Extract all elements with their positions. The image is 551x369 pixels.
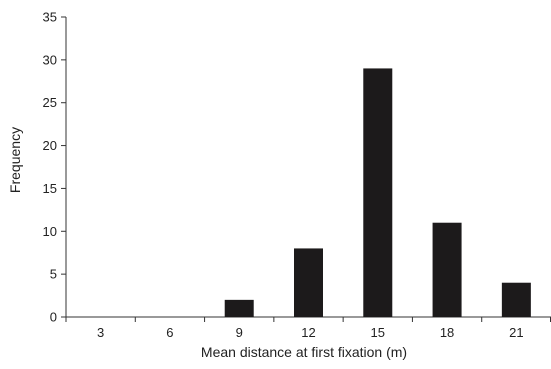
x-tick-label: 12: [301, 325, 315, 340]
x-tick-label: 9: [236, 325, 243, 340]
bar-9: [224, 299, 254, 317]
y-tick-label: 20: [43, 138, 57, 153]
y-axis-title: Frequency: [7, 127, 23, 193]
bars: [224, 68, 531, 317]
x-tick-label: 6: [166, 325, 173, 340]
y-axis: 0 5 10 15 20 25 30 35: [43, 10, 67, 325]
y-tick-label: 15: [43, 181, 57, 196]
bar-18: [432, 222, 462, 317]
x-axis-title: Mean distance at first fixation (m): [201, 344, 407, 360]
bar-12: [294, 248, 323, 317]
x-tick-label: 18: [440, 325, 454, 340]
y-tick-label: 30: [43, 52, 57, 67]
y-tick-label: 0: [50, 310, 57, 325]
x-axis: 3 6 9 12 15 18 21: [65, 316, 551, 340]
y-tick-label: 35: [43, 10, 57, 25]
y-tick-label: 10: [43, 224, 57, 239]
bar-21: [501, 282, 531, 317]
x-tick-label: 3: [97, 325, 104, 340]
x-tick-label: 21: [509, 325, 523, 340]
x-tick-label: 15: [371, 325, 385, 340]
y-tick-label: 25: [43, 95, 57, 110]
y-tick-label: 5: [50, 267, 57, 282]
bar-15: [363, 68, 393, 317]
